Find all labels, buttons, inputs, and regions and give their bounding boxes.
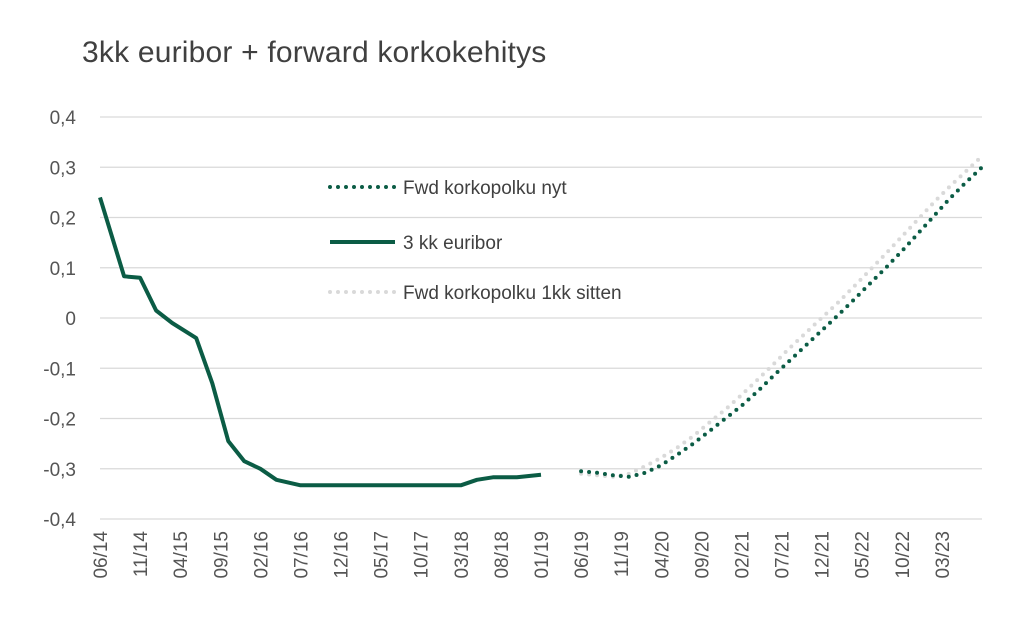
x-tick-label: 02/21 (732, 531, 753, 579)
legend-label: 3 kk euribor (403, 233, 503, 254)
y-tick-label: 0,4 (50, 108, 77, 129)
x-tick-label: 07/16 (291, 531, 312, 579)
y-tick-label: 0,2 (50, 209, 76, 230)
x-tick-label: 01/19 (532, 531, 553, 579)
series-lines (98, 154, 984, 488)
x-tick-label: 10/17 (412, 531, 433, 579)
y-tick-label: -0,1 (43, 359, 76, 380)
y-tick-label: 0,3 (50, 158, 76, 179)
legend-label: Fwd korkopolku 1kk sitten (403, 283, 622, 304)
y-tick-label: -0,3 (43, 460, 76, 481)
series-line (98, 196, 542, 488)
legend-label: Fwd korkopolku nyt (403, 178, 567, 199)
chart-title: 3kk euribor + forward korkokehitys (82, 36, 547, 69)
x-tick-label: 09/15 (211, 531, 232, 579)
x-tick-label: 04/15 (171, 531, 192, 579)
x-tick-label: 09/20 (692, 531, 713, 579)
x-tick-label: 06/14 (91, 531, 112, 579)
x-tick-label: 06/19 (572, 531, 593, 579)
y-tick-label: -0,2 (43, 410, 76, 431)
legend: Fwd korkopolku nyt 3 kk euribor Fwd korkop… (328, 178, 622, 304)
x-axis-ticks: 06/14 11/14 04/15 09/15 02/16 07/16 12/16 05/17… (91, 531, 954, 579)
x-tick-label: 05/17 (372, 531, 393, 579)
x-tick-label: 04/20 (652, 531, 673, 579)
x-tick-label: 02/16 (251, 531, 272, 579)
x-tick-label: 10/22 (893, 531, 914, 579)
y-tick-label: 0,1 (50, 259, 76, 280)
series-line (579, 165, 984, 479)
x-tick-label: 03/18 (452, 531, 473, 579)
series-line (579, 154, 984, 479)
x-tick-label: 03/23 (933, 531, 954, 579)
y-axis-ticks: 0,4 0,3 0,2 0,1 0 -0,1 -0,2 -0,3 -0,4 (43, 108, 76, 531)
x-tick-label: 12/21 (813, 531, 834, 579)
x-tick-label: 11/19 (612, 531, 633, 577)
x-tick-label: 08/18 (492, 531, 513, 579)
x-tick-label: 11/14 (131, 531, 152, 578)
x-tick-label: 07/21 (773, 531, 794, 579)
x-tick-label: 12/16 (332, 531, 353, 579)
y-tick-label: 0 (65, 309, 76, 330)
y-tick-label: -0,4 (43, 510, 76, 531)
gridlines (100, 116, 982, 520)
x-tick-label: 05/22 (853, 531, 874, 579)
